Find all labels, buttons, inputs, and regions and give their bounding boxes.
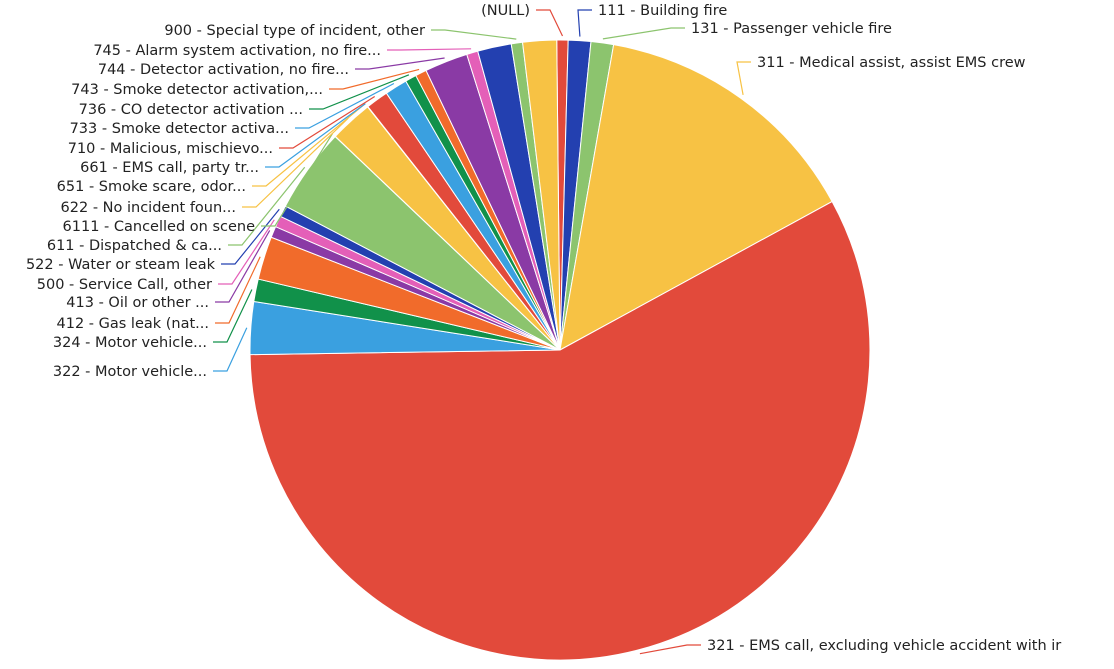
slice-label: 611 - Dispatched & ca...	[47, 238, 222, 254]
slice-label: 131 - Passenger vehicle fire	[691, 21, 892, 37]
leader-line	[215, 230, 271, 303]
leader-line	[431, 29, 517, 40]
slice-label: 6111 - Cancelled on scene	[63, 219, 256, 235]
slice-label: 322 - Motor vehicle...	[53, 364, 207, 380]
slice-label: 522 - Water or steam leak	[26, 257, 216, 273]
leader-line	[213, 289, 253, 343]
leader-line	[577, 9, 592, 37]
leader-line	[213, 327, 248, 372]
leader-line	[265, 103, 366, 168]
slice-label: 622 - No incident foun...	[61, 200, 236, 216]
slice-label: 412 - Gas leak (nat...	[57, 316, 210, 332]
slice-label: 651 - Smoke scare, odor...	[57, 179, 246, 195]
pie-slices	[249, 39, 871, 661]
leader-line	[329, 68, 420, 90]
pie-slice	[521, 39, 561, 351]
slice-label: 736 - CO detector activation ...	[79, 102, 303, 118]
slice-label: 111 - Building fire	[598, 3, 727, 19]
slice-label: 733 - Smoke detector activa...	[70, 121, 289, 137]
slice-label: 744 - Detector activation, no fire...	[98, 62, 349, 78]
leader-line	[736, 61, 751, 96]
leader-line	[536, 9, 564, 37]
slice-label: 745 - Alarm system activation, no fire..…	[93, 43, 381, 59]
slice-label: 661 - EMS call, party tr...	[80, 160, 259, 176]
leader-line	[602, 27, 685, 40]
slice-label: (NULL)	[481, 3, 530, 19]
pie-slice	[559, 44, 833, 351]
pie-labels: (NULL) 111 - Building fire 131 - Passenger…	[26, 3, 1061, 655]
leader-line	[279, 95, 376, 149]
slice-label: 324 - Motor vehicle...	[53, 335, 207, 351]
leader-line	[355, 57, 445, 70]
leader-line	[218, 219, 275, 285]
leader-line	[215, 256, 261, 324]
slice-label: 743 - Smoke detector activation,...	[71, 82, 323, 98]
leader-line	[242, 117, 349, 208]
leader-line	[252, 103, 366, 187]
leader-line	[228, 166, 306, 246]
slice-label: 900 - Special type of incident, other	[164, 23, 425, 39]
slice-label: 413 - Oil or other ...	[66, 295, 209, 311]
leader-line	[261, 133, 333, 227]
slice-label: 321 - EMS call, excluding vehicle accide…	[707, 638, 1061, 654]
leader-line	[387, 48, 472, 51]
pie-slice	[249, 200, 871, 661]
leader-line	[221, 208, 280, 265]
slice-label: 710 - Malicious, mischievo...	[68, 141, 273, 157]
leader-line	[295, 82, 395, 129]
slice-label: 311 - Medical assist, assist EMS crew	[757, 55, 1026, 71]
leader-line	[309, 74, 410, 110]
leader-line	[639, 644, 701, 655]
slice-label: 500 - Service Call, other	[37, 277, 212, 293]
